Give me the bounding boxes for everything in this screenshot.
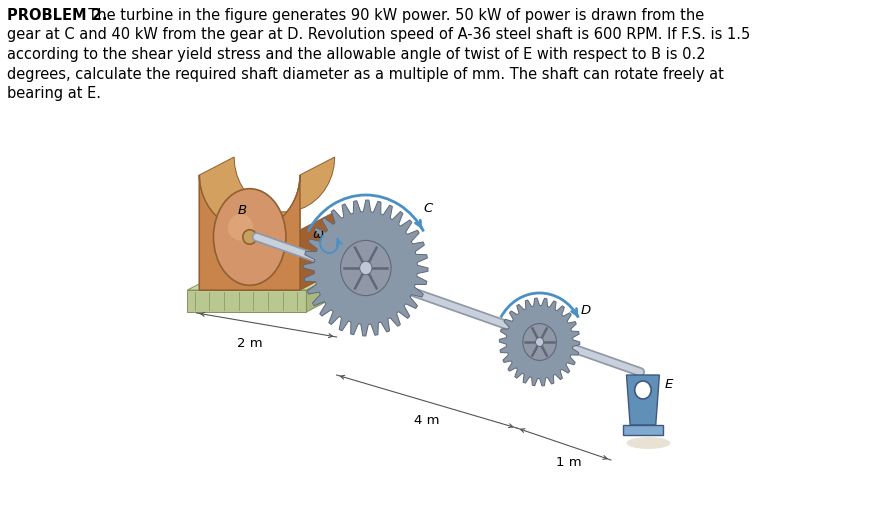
Polygon shape bbox=[623, 425, 663, 435]
Text: D: D bbox=[580, 304, 591, 316]
Text: 1 m: 1 m bbox=[556, 456, 581, 469]
Polygon shape bbox=[626, 375, 659, 425]
Text: according to the shear yield stress and the allowable angle of twist of E with r: according to the shear yield stress and … bbox=[7, 47, 706, 62]
Text: PROBLEM 2.: PROBLEM 2. bbox=[7, 8, 108, 23]
Ellipse shape bbox=[228, 214, 253, 241]
Circle shape bbox=[341, 241, 391, 296]
Text: degrees, calculate the required shaft diameter as a multiple of mm. The shaft ca: degrees, calculate the required shaft di… bbox=[7, 66, 724, 82]
Polygon shape bbox=[187, 272, 341, 290]
Text: The turbine in the figure generates 90 kW power. 50 kW of power is drawn from th: The turbine in the figure generates 90 k… bbox=[78, 8, 704, 23]
Polygon shape bbox=[499, 298, 580, 386]
Circle shape bbox=[536, 338, 544, 347]
Polygon shape bbox=[304, 200, 428, 336]
Circle shape bbox=[360, 261, 372, 275]
Ellipse shape bbox=[213, 189, 286, 285]
Polygon shape bbox=[199, 157, 334, 230]
Circle shape bbox=[523, 324, 557, 360]
Polygon shape bbox=[187, 290, 307, 312]
Ellipse shape bbox=[243, 230, 257, 244]
Text: 2 m: 2 m bbox=[237, 337, 263, 350]
Text: gear at C and 40 kW from the gear at D. Revolution speed of A-36 steel shaft is : gear at C and 40 kW from the gear at D. … bbox=[7, 28, 751, 42]
Text: 4 m: 4 m bbox=[414, 413, 439, 427]
Polygon shape bbox=[199, 175, 300, 290]
Text: E: E bbox=[665, 378, 672, 392]
Text: bearing at E.: bearing at E. bbox=[7, 86, 101, 101]
Circle shape bbox=[635, 381, 652, 399]
Ellipse shape bbox=[626, 437, 671, 449]
Polygon shape bbox=[307, 272, 341, 312]
Text: ω: ω bbox=[313, 228, 324, 242]
Polygon shape bbox=[199, 175, 300, 290]
Text: C: C bbox=[423, 201, 433, 215]
Text: B: B bbox=[238, 204, 246, 217]
Polygon shape bbox=[300, 212, 334, 290]
